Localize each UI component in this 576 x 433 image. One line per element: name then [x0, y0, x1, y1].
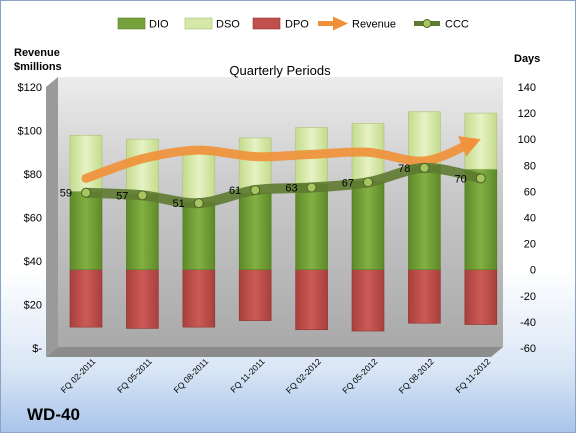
- ccc-point: [419, 162, 430, 173]
- legend-dio-label: DIO: [149, 19, 169, 31]
- company-name: WD-40: [27, 405, 80, 424]
- ccc-series: 59 57 51 61 63 67 78 70: [60, 162, 486, 210]
- chart-subtitle: Quarterly Periods: [229, 63, 331, 78]
- ccc-point: [475, 173, 486, 184]
- dso-bar: [238, 137, 272, 194]
- bars: [69, 111, 498, 332]
- left-tick-label: $40: [24, 256, 42, 268]
- category-labels: FQ 02-2011 FQ 05-2011 FQ 08-2011 FQ 11-2011…: [59, 356, 493, 395]
- legend-revenue-arrow-icon: [318, 16, 348, 31]
- legend-dso-swatch: [184, 17, 213, 30]
- dio-bar: [464, 168, 498, 270]
- right-tick-label: 40: [524, 213, 536, 225]
- left-tick-label: $120: [18, 82, 42, 94]
- category-label: FQ 05-2012: [340, 356, 379, 395]
- ccc-data-label: 70: [455, 173, 467, 185]
- revenue-line: [81, 138, 476, 183]
- dio-bar: [351, 180, 385, 271]
- dso-bar: [126, 138, 159, 195]
- legend-ccc-line-icon: [414, 19, 440, 28]
- right-tick-label: 80: [524, 160, 536, 172]
- dpo-bar: [182, 269, 216, 328]
- ccc-data-label: 63: [285, 182, 297, 194]
- dpo-bar: [351, 269, 385, 332]
- dpo-bar: [408, 269, 441, 324]
- right-tick-label: 140: [518, 82, 536, 94]
- dso-bar: [182, 151, 216, 203]
- dpo-bar: [464, 269, 498, 325]
- dpo-bar: [295, 269, 328, 331]
- dpo-bar: [126, 269, 159, 329]
- ccc-data-label: 57: [116, 190, 128, 202]
- category-label: FQ 08-2011: [172, 356, 211, 395]
- dpo-bar: [69, 269, 103, 328]
- left-tick-label: $20: [24, 300, 42, 312]
- ccc-data-label: 61: [229, 185, 241, 197]
- dio-bar: [295, 183, 328, 271]
- right-tick-label: 0: [530, 265, 536, 277]
- category-label: FQ 08-2012: [397, 356, 436, 395]
- right-tick-label: -60: [520, 343, 536, 355]
- category-label: FQ 11-2012: [454, 356, 493, 395]
- category-label: FQ 05-2011: [115, 356, 154, 395]
- ccc-point: [137, 190, 148, 201]
- right-axis-title: Days: [514, 53, 540, 65]
- ccc-point: [363, 177, 373, 188]
- dio-bar: [69, 191, 103, 270]
- left-tick-label: $100: [18, 126, 42, 138]
- dio-bar: [126, 193, 159, 270]
- right-tick-label: 100: [518, 134, 536, 146]
- revenue-series: [81, 136, 481, 183]
- ccc-data-label: 51: [173, 198, 185, 210]
- category-label: FQ 02-2011: [59, 356, 98, 395]
- dpo-bar: [238, 269, 272, 321]
- legend: DIO DSO DPO Revenue CCC: [117, 16, 469, 31]
- dio-bar: [182, 201, 216, 270]
- ccc-data-label: 67: [342, 177, 354, 189]
- left-tick-label: $-: [32, 343, 42, 355]
- dio-bar: [238, 192, 272, 271]
- right-tick-label: -20: [520, 291, 536, 303]
- plot-floor: [46, 347, 503, 357]
- left-axis-title-line1: Revenue: [14, 47, 60, 59]
- right-tick-label: -40: [520, 317, 536, 329]
- right-tick-label: 120: [518, 108, 536, 120]
- legend-dio-swatch: [117, 17, 146, 30]
- ccc-point: [306, 182, 317, 193]
- legend-ccc-label: CCC: [445, 19, 469, 31]
- legend-dpo-swatch: [252, 17, 281, 30]
- category-label: FQ 02-2012: [284, 356, 323, 395]
- left-axis-ticks: $- $20 $40 $60 $80 $100 $120: [18, 82, 43, 355]
- ccc-data-label: 59: [60, 188, 72, 200]
- category-label: FQ 11-2011: [228, 356, 266, 394]
- left-axis-title-line2: $millions: [14, 61, 62, 73]
- ccc-data-label: 78: [398, 163, 410, 175]
- legend-revenue-label: Revenue: [352, 19, 396, 31]
- revenue-arrowhead: [458, 136, 481, 157]
- dio-bar: [408, 165, 441, 271]
- left-tick-label: $80: [24, 169, 42, 181]
- legend-dso-label: DSO: [216, 19, 240, 31]
- right-tick-label: 20: [524, 239, 536, 251]
- legend-dpo-label: DPO: [285, 19, 309, 31]
- ccc-point: [81, 187, 91, 198]
- right-tick-label: 60: [524, 186, 536, 198]
- ccc-point: [193, 198, 204, 209]
- right-axis-ticks: -60 -40 -20 0 20 40 60 80 100 120 140: [518, 82, 536, 355]
- ccc-point: [250, 185, 261, 196]
- dso-bar: [69, 134, 103, 192]
- left-tick-label: $60: [24, 213, 42, 225]
